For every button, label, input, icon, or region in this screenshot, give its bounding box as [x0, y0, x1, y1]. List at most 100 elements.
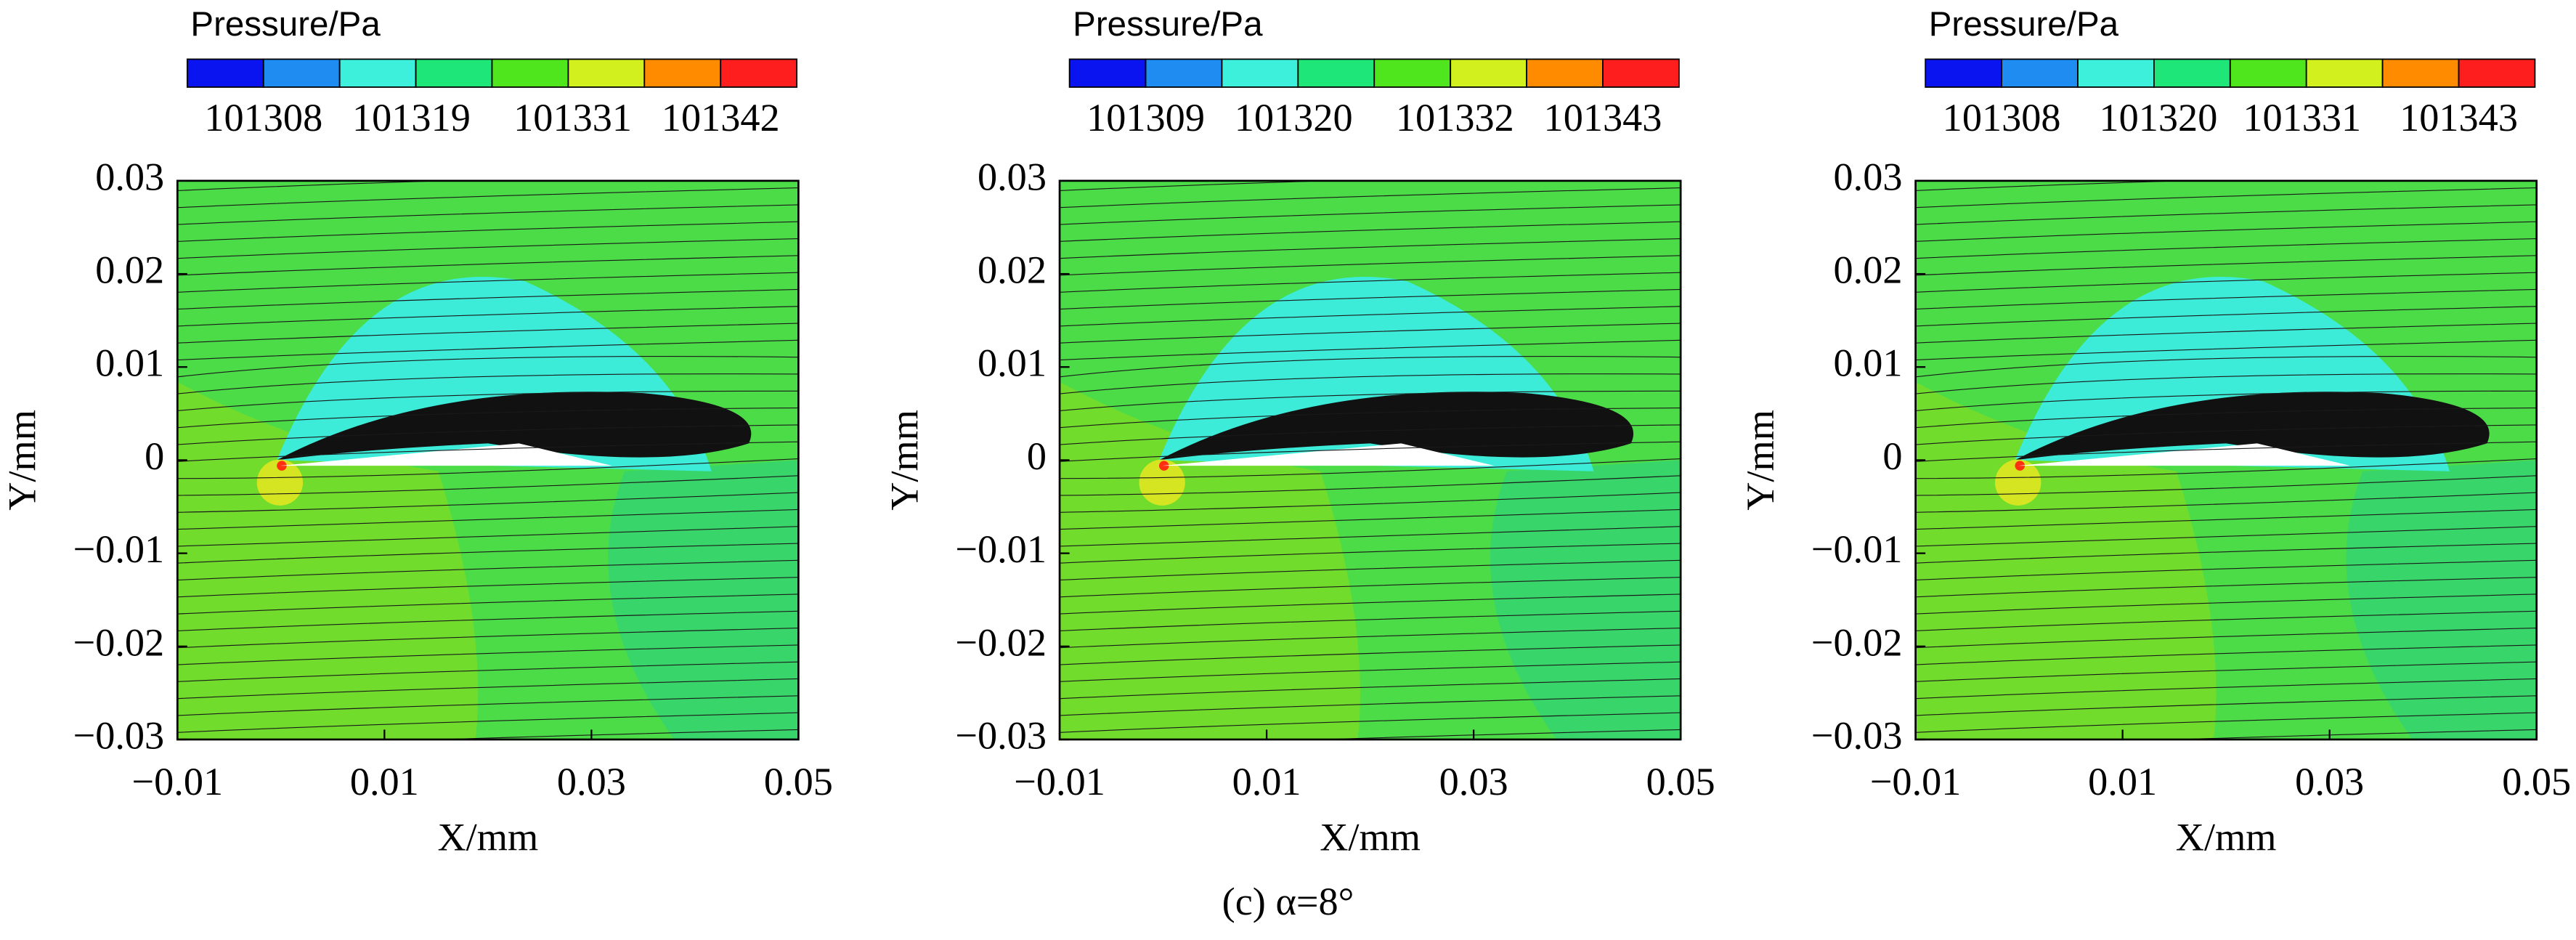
- colorbar-segment: [1925, 58, 2003, 88]
- streamline: [1915, 204, 2537, 225]
- x-axis-label: X/mm: [1320, 816, 1421, 859]
- colorbar-tick-label: 101331: [513, 96, 632, 139]
- y-tick-label: −0.01: [955, 527, 1047, 571]
- streamline: [177, 559, 799, 581]
- streamline: [1060, 355, 1681, 378]
- colorbar-segment: [567, 58, 646, 88]
- streamline: [1060, 441, 1681, 462]
- colorbar-segment: [1373, 58, 1452, 88]
- colorbar-segment: [262, 58, 341, 88]
- streamline: [1060, 593, 1681, 615]
- streamline: [177, 187, 799, 208]
- streamline: [1060, 180, 1337, 192]
- x-tick-label: 0.03: [557, 760, 626, 803]
- streamline: [1060, 288, 1681, 310]
- x-tick-label: 0.01: [2088, 760, 2157, 803]
- streamline: [177, 180, 455, 192]
- x-tick-label: 0.05: [1646, 760, 1715, 803]
- colorbar-segment: [1297, 58, 1376, 88]
- x-tick-label: 0.05: [2502, 760, 2571, 803]
- y-tick-label: −0.01: [73, 527, 165, 571]
- colorbar-segment: [415, 58, 493, 88]
- colorbar-tick-label: 101320: [1235, 96, 1353, 139]
- streamline: [1915, 628, 2537, 649]
- streamline: [1915, 695, 2537, 716]
- streamline: [1915, 661, 2537, 682]
- streamline: [1060, 661, 1681, 682]
- colorbar-tick-label: 101308: [1943, 96, 2061, 139]
- streamline: [1060, 712, 1681, 733]
- streamline: [177, 492, 799, 513]
- streamline: [1915, 187, 2537, 208]
- y-tick-label: 0.02: [1834, 248, 1903, 292]
- streamline: [1915, 306, 2537, 327]
- colorbar-segment: [186, 58, 264, 88]
- y-tick-label: 0: [145, 434, 164, 478]
- field-low-right: [2346, 460, 2537, 740]
- streamline: [177, 610, 799, 631]
- streamline: [177, 543, 799, 564]
- streamline: [1915, 323, 2537, 344]
- vortex: [1158, 392, 1634, 461]
- colorbar-tick-label: 101343: [2400, 96, 2518, 139]
- streamline: [177, 628, 799, 649]
- x-axis-label: X/mm: [2176, 816, 2277, 859]
- streamline: [1915, 272, 2537, 293]
- y-tick-label: 0: [1027, 434, 1047, 478]
- colorbar-segment: [1145, 58, 1223, 88]
- x-tick-label: 0.03: [1439, 760, 1508, 803]
- streamline: [177, 204, 799, 225]
- streamline: [1060, 272, 1681, 293]
- streamline: [1060, 408, 1681, 429]
- streamline: [177, 323, 799, 344]
- vortex: [277, 392, 752, 461]
- streamline: [177, 221, 799, 242]
- streamline: [1060, 204, 1681, 225]
- streamline: [177, 424, 799, 445]
- stagnation-core: [277, 461, 287, 471]
- streamline: [1060, 458, 1681, 479]
- streamline: [1915, 238, 2537, 259]
- colorbar-segment: [2458, 58, 2536, 88]
- streamline: [1060, 559, 1681, 581]
- streamline: [177, 355, 799, 378]
- colorbar-tick-label: 101331: [2243, 96, 2361, 139]
- x-axis-label: X/mm: [437, 816, 538, 859]
- field-low-right: [608, 460, 799, 740]
- streamline: [1915, 610, 2537, 631]
- x-tick-label: 0.03: [2295, 760, 2364, 803]
- streamline: [177, 695, 799, 716]
- streamline: [1060, 610, 1681, 631]
- field: [177, 180, 799, 740]
- streamline: [1915, 255, 2537, 276]
- streamline: [1060, 424, 1681, 445]
- streamline: [1060, 238, 1681, 259]
- field: [1915, 180, 2537, 740]
- y-axis-label: Y/mm: [1739, 410, 1782, 511]
- colorbar-segment: [338, 58, 417, 88]
- colorbar-segment: [2229, 58, 2307, 88]
- streamline: [1915, 644, 2537, 665]
- streamline: [1060, 475, 1681, 496]
- vortex: [2015, 392, 2490, 461]
- x-tick-label: 0.01: [350, 760, 419, 803]
- streamline: [177, 458, 799, 479]
- colorbar-segment: [1450, 58, 1527, 88]
- y-tick-label: −0.03: [1811, 713, 1903, 757]
- streamline: [428, 729, 799, 740]
- streamline: [1915, 475, 2537, 496]
- streamline: [1060, 577, 1681, 598]
- streamline: [1915, 373, 2537, 394]
- streamline: [177, 288, 799, 310]
- colorbar-title: Pressure/Pa: [1929, 5, 2119, 44]
- colorbar-segment: [2381, 58, 2460, 88]
- streamline: [1060, 306, 1681, 327]
- x-tick-label: 0.05: [764, 760, 833, 803]
- colorbar-segment: [1068, 58, 1147, 88]
- y-tick-label: 0.02: [95, 248, 164, 292]
- streamline: [1060, 492, 1681, 513]
- streamline: [177, 577, 799, 598]
- streamline: [1060, 678, 1681, 700]
- streamline: [177, 678, 799, 700]
